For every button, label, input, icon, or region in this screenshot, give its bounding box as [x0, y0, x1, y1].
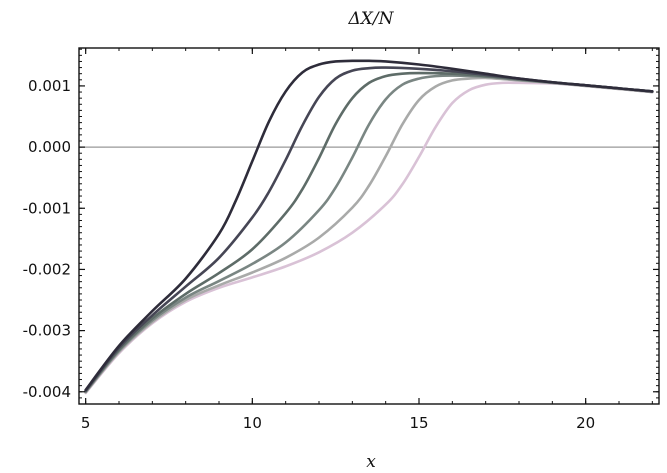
y-tick-label: -0.003 [23, 322, 71, 340]
y-tick-label: -0.004 [23, 383, 71, 401]
series-line-3 [84, 71, 654, 393]
y-tick-label: -0.002 [23, 260, 71, 278]
plot-frame [78, 47, 660, 405]
x-tick-label: 20 [576, 414, 595, 432]
y-tick-label: -0.001 [23, 199, 71, 217]
chart-title: ΔX/N [348, 9, 395, 29]
series-line-1 [84, 59, 654, 392]
series-line-2 [84, 66, 654, 392]
x-axis-label: x [366, 452, 376, 472]
y-tick-label: 0.001 [28, 77, 71, 95]
x-tick-label: 10 [243, 414, 262, 432]
x-tick-label: 15 [409, 414, 428, 432]
y-tick-label: 0.000 [28, 138, 71, 156]
series-line-4 [84, 74, 654, 394]
series-line-6 [84, 81, 654, 395]
x-tick-label: 5 [81, 414, 91, 432]
